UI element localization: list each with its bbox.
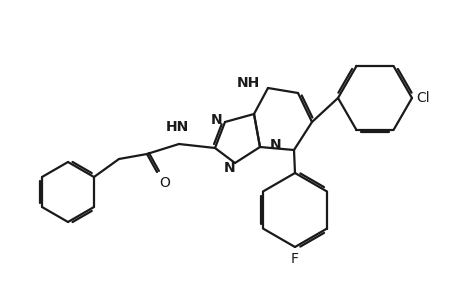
Text: O: O: [159, 176, 169, 190]
Text: N: N: [224, 161, 235, 175]
Text: HN: HN: [165, 120, 188, 134]
Text: Cl: Cl: [415, 91, 429, 105]
Text: F: F: [291, 252, 298, 266]
Text: N: N: [211, 113, 222, 127]
Text: N: N: [269, 138, 281, 152]
Text: NH: NH: [236, 76, 259, 90]
